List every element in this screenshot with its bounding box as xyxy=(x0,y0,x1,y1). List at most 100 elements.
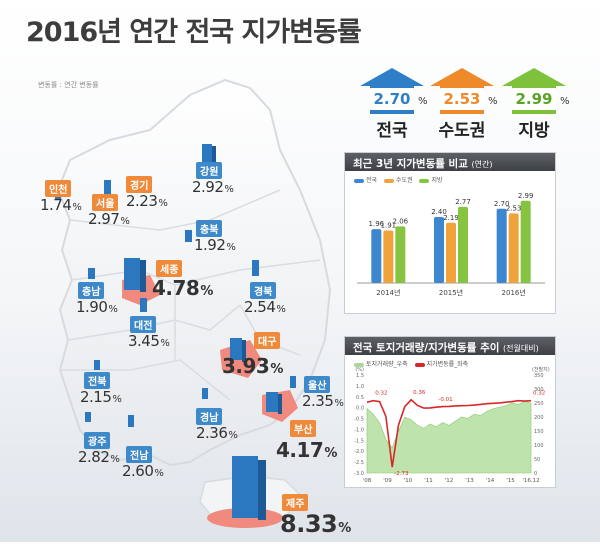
y-left-tick-label: -0.5 xyxy=(354,417,364,423)
line-chart-svg: 1.5 1.0 0.5 0.0 -0.5 -1.0 -1.5 -2.0 -2.5 -3.0 (%) 3… xyxy=(354,366,550,484)
region-bar xyxy=(290,376,296,388)
data-label: 2.19 xyxy=(443,214,459,222)
annotation-label: -0.01 xyxy=(438,397,452,403)
region-bar xyxy=(140,298,147,312)
region-label-chungbuk: 충북 xyxy=(196,220,223,237)
region-bar xyxy=(94,360,100,370)
region-label-jeonnam: 전남 xyxy=(126,446,153,463)
bar-chart-legend: 전국 수도권 지방 xyxy=(349,175,443,184)
data-label: 1.91 xyxy=(381,221,397,229)
annotation-label: 0.36 xyxy=(413,390,426,396)
y-left-tick-label: 1.5 xyxy=(356,373,364,379)
region-label-seoul: 서울 xyxy=(92,194,119,211)
annotation-label: -2.73 xyxy=(394,471,409,477)
region-bar xyxy=(185,230,192,242)
y-right-unit: (천필지) xyxy=(532,366,550,373)
y-left-tick-label: 0.5 xyxy=(356,395,364,401)
x-tick-label: '14 xyxy=(486,478,495,484)
data-label: 1.96 xyxy=(369,220,385,228)
x-tick-label: 2014년 xyxy=(376,288,400,297)
summary-name: 수도권 xyxy=(438,121,486,141)
x-tick-label: '11 xyxy=(424,478,433,484)
region-value-gangwon: 2.92% xyxy=(192,178,234,196)
x-tick-label: '08 xyxy=(363,478,372,484)
bar xyxy=(446,222,456,283)
region-label-gangwon: 강원 xyxy=(196,162,223,179)
y-left-tick-label: -1.0 xyxy=(354,427,364,433)
region-value-chungnam: 1.90% xyxy=(76,298,118,316)
annotation-label: 0.32 xyxy=(533,391,545,397)
summary-provinces: 2.99 % 지방 xyxy=(502,68,574,141)
bar-chart-svg: 1.961.912.062014년2.402.192.772015년2.702.… xyxy=(357,192,545,297)
x-tick-label: '10 xyxy=(404,478,413,484)
region-value-chungbuk: 1.92% xyxy=(194,236,236,254)
bar xyxy=(371,229,382,283)
y-left-unit: (%) xyxy=(355,367,364,373)
region-label-jeonbuk: 전북 xyxy=(84,372,111,389)
x-tick-label: '09 xyxy=(383,478,392,484)
region-label-gyeonggi: 경기 xyxy=(126,176,153,193)
x-tick-label: 2016년 xyxy=(502,288,526,297)
data-label: 2.40 xyxy=(431,208,447,216)
summary-unit: % xyxy=(418,96,428,107)
legend-note: 변동률 : 연간 변동률 xyxy=(38,81,99,89)
summary-value: 2.70 xyxy=(370,88,414,110)
y-left-tick-label: -2.0 xyxy=(354,449,364,455)
y-left-tick-label: 1.0 xyxy=(356,384,364,390)
y-right-tick-label: 350 xyxy=(534,373,544,379)
rate-line xyxy=(366,398,532,468)
region-bar xyxy=(230,338,246,362)
region-value-gyeongnam: 2.36% xyxy=(196,424,238,442)
region-bar xyxy=(266,392,282,414)
y-left-tick-label: -2.5 xyxy=(354,460,364,466)
region-bar xyxy=(128,415,134,427)
y-right-tick-label: 150 xyxy=(534,429,544,435)
region-label-gyeongbuk: 경북 xyxy=(250,282,277,299)
region-bar xyxy=(252,260,259,276)
region-value-sejong: 4.78% xyxy=(152,276,213,300)
region-value-incheon: 1.74% xyxy=(40,196,82,214)
y-right-tick-label: 0 xyxy=(534,471,537,477)
summary-unit: % xyxy=(488,96,498,107)
line-chart-panel: 전국 토지거래량/지가변동률 추이 (전월대비) 토지거래량_우축 지가변동률_… xyxy=(344,336,556,488)
region-value-daejeon: 3.45% xyxy=(128,332,170,350)
region-bar xyxy=(88,268,95,279)
summary-capital: 2.53 % 수도권 xyxy=(430,68,502,141)
bar xyxy=(508,213,519,283)
region-bar xyxy=(202,144,216,166)
y-right-tick-label: 250 xyxy=(534,401,544,407)
volume-area xyxy=(366,401,532,474)
region-value-seoul: 2.97% xyxy=(88,210,130,228)
bar-chart-panel: 최근 3년 지가변동률 비교 (연간) 전국 수도권 지방 1.96 1.91 2.… xyxy=(344,152,556,314)
region-bar xyxy=(124,258,146,292)
region-label-chungnam: 충남 xyxy=(78,282,105,299)
region-label-jeju: 제주 xyxy=(282,494,309,511)
korea-map-shape xyxy=(55,78,332,528)
y-left-tick-label: -3.0 xyxy=(354,471,364,477)
bar-chart-title: 최근 3년 지가변동률 비교 (연간) xyxy=(345,153,555,171)
y-right-tick-label: 100 xyxy=(534,443,544,449)
x-tick-label: '12 xyxy=(445,478,454,484)
x-tick-label: '15 xyxy=(506,478,515,484)
y-right-tick-label: 200 xyxy=(534,415,544,421)
legend-swatch xyxy=(354,178,364,183)
region-value-daegu: 3.93% xyxy=(222,354,283,378)
x-tick-label: 2015년 xyxy=(439,288,463,297)
summary-value: 2.99 xyxy=(512,88,556,110)
line-chart-title: 전국 토지거래량/지가변동률 추이 (전월대비) xyxy=(345,337,555,355)
region-value-busan: 4.17% xyxy=(276,438,337,462)
region-label-daejeon: 대전 xyxy=(130,316,157,333)
line-chart-legend: 토지거래량_우축 지가변동률_좌축 xyxy=(349,359,468,368)
region-label-gyeongnam: 경남 xyxy=(196,408,223,425)
region-label-busan: 부산 xyxy=(290,420,317,437)
region-value-jeonnam: 2.60% xyxy=(122,462,164,480)
summary-unit: % xyxy=(560,96,570,107)
korea-map: 인천 1.74% 서울 2.97% 경기 2.23% 강원 2.92% 충북 1… xyxy=(0,70,360,542)
bar xyxy=(520,200,531,283)
region-bar xyxy=(104,180,111,194)
region-value-jeonbuk: 2.15% xyxy=(80,388,122,406)
data-label: 2.99 xyxy=(518,192,534,200)
y-right-tick-label: 300 xyxy=(534,387,544,393)
bar xyxy=(395,226,406,283)
data-label: 2.70 xyxy=(494,200,510,208)
